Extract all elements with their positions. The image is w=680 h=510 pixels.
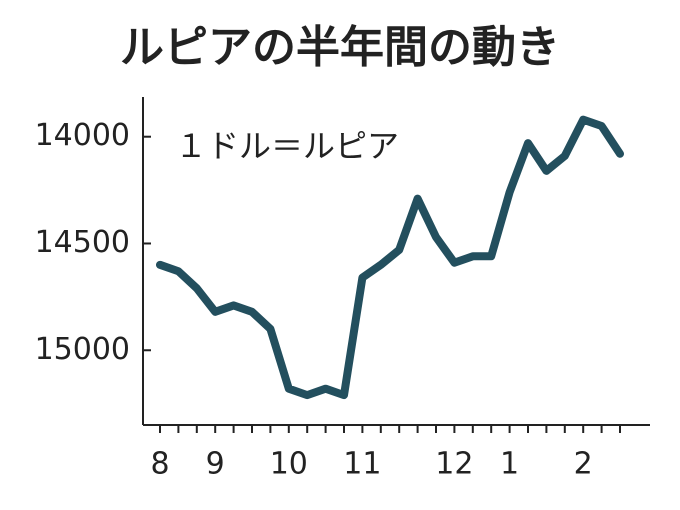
x-tick-label: 10 <box>270 447 308 482</box>
y-tick-label: 14500 <box>35 225 130 260</box>
x-tick-label: 1 <box>500 447 519 482</box>
y-tick-label: 15000 <box>35 332 130 367</box>
chart-title: ルピアの半年間の動き <box>120 22 560 73</box>
annotation: １ドル＝ルピア <box>175 127 399 165</box>
line <box>156 115 624 400</box>
x-tick-label: 9 <box>206 447 225 482</box>
x-tick-label: 8 <box>150 447 169 482</box>
x-tick-label: 11 <box>343 447 381 482</box>
y-tick-label: 14000 <box>35 118 130 153</box>
x-tick-label: 2 <box>574 447 593 482</box>
x-tick-label: 12 <box>435 447 473 482</box>
